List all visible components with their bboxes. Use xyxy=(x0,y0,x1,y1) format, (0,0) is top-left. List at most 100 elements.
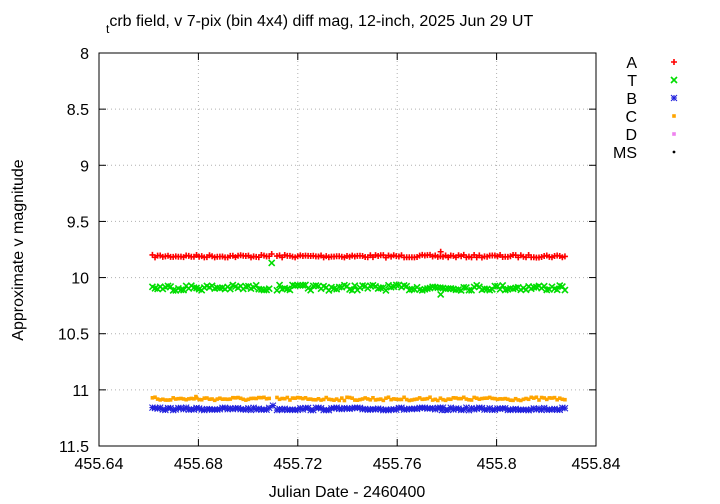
y-tick-label: 9 xyxy=(80,158,89,175)
data-point xyxy=(173,397,178,401)
data-point xyxy=(264,396,269,401)
data-point xyxy=(223,397,227,401)
data-point xyxy=(477,397,482,402)
data-point xyxy=(185,406,193,414)
data-point xyxy=(425,396,430,401)
data-point xyxy=(265,404,273,412)
data-point xyxy=(493,396,497,401)
axis-ticks: 455.64 455.68 455.72 455.76 455.8 455.84 8 8.5 9… xyxy=(58,46,621,473)
data-point xyxy=(176,396,181,401)
data-point xyxy=(177,404,185,412)
data-point-outlier xyxy=(437,248,444,255)
data-point xyxy=(207,397,212,402)
data-point xyxy=(256,395,261,400)
data-point xyxy=(346,405,353,413)
data-point xyxy=(273,286,281,294)
data-point xyxy=(516,398,521,402)
data-point xyxy=(355,398,360,402)
data-point xyxy=(267,396,271,401)
data-point xyxy=(246,397,251,402)
data-point xyxy=(205,396,209,400)
data-point xyxy=(371,395,375,400)
data-point xyxy=(500,397,505,401)
data-point xyxy=(252,406,260,413)
data-point xyxy=(351,282,359,290)
data-point xyxy=(431,405,439,413)
x-tick-label: 455.72 xyxy=(273,456,322,473)
x-axis-label: Julian Date - 2460400 xyxy=(269,484,426,501)
data-point-outlier xyxy=(194,394,198,399)
data-point xyxy=(391,397,396,401)
data-point xyxy=(415,397,419,401)
data-point xyxy=(198,406,206,413)
data-point xyxy=(438,396,443,400)
data-point xyxy=(374,405,382,413)
data-point xyxy=(212,398,217,403)
data-point xyxy=(172,406,180,413)
data-point xyxy=(436,398,440,403)
data-point xyxy=(495,397,500,402)
data-point xyxy=(550,396,554,400)
data-point xyxy=(169,406,177,414)
data-point xyxy=(561,253,568,260)
data-point xyxy=(534,395,539,400)
data-point xyxy=(501,404,509,412)
data-point xyxy=(245,404,252,412)
data-point-outlier xyxy=(268,250,275,257)
x-tick-label: 455.76 xyxy=(373,456,422,473)
data-point xyxy=(332,398,336,402)
data-point xyxy=(530,404,538,412)
data-point xyxy=(259,395,264,400)
data-point xyxy=(321,397,326,402)
data-point xyxy=(483,406,491,414)
data-point xyxy=(186,397,191,401)
series-b xyxy=(149,402,569,414)
data-point xyxy=(275,281,284,289)
data-point xyxy=(200,406,208,414)
data-point xyxy=(151,404,159,412)
data-point xyxy=(226,404,234,412)
data-point xyxy=(544,397,549,402)
data-point xyxy=(299,406,307,413)
data-point xyxy=(506,397,510,402)
chart-title: tcrb field, v 7-pix (bin 4x4) diff mag, … xyxy=(106,13,533,36)
data-point xyxy=(260,286,268,294)
data-point xyxy=(296,404,304,412)
data-point xyxy=(221,404,229,412)
data-point xyxy=(224,405,232,413)
data-point xyxy=(171,396,175,400)
data-point xyxy=(358,397,362,402)
data-point xyxy=(277,397,282,402)
data-point xyxy=(526,397,531,402)
data-point xyxy=(177,286,185,294)
data-point xyxy=(423,397,427,401)
data-point xyxy=(490,396,495,401)
data-point xyxy=(192,397,196,401)
data-point xyxy=(512,405,520,413)
y-tick-label: 9.5 xyxy=(67,214,89,231)
data-point xyxy=(561,286,569,294)
legend-label: A xyxy=(626,55,637,72)
data-point xyxy=(298,396,303,400)
y-tick-label: 11 xyxy=(72,383,89,400)
data-point xyxy=(499,281,507,290)
data-point xyxy=(428,395,432,400)
data-point xyxy=(168,398,173,402)
data-point xyxy=(451,396,456,400)
data-point xyxy=(350,396,354,400)
data-point xyxy=(356,404,364,412)
data-point xyxy=(448,397,453,402)
data-point xyxy=(560,397,565,402)
data-point xyxy=(202,396,207,400)
data-point xyxy=(360,397,365,401)
legend-marker xyxy=(671,59,677,65)
data-point xyxy=(441,397,445,402)
data-point xyxy=(407,398,412,403)
data-point xyxy=(557,396,562,400)
data-point xyxy=(294,406,302,414)
data-point xyxy=(532,396,536,400)
plot-border xyxy=(98,52,597,447)
data-point xyxy=(278,406,286,414)
y-tick-label: 8.5 xyxy=(67,102,89,119)
